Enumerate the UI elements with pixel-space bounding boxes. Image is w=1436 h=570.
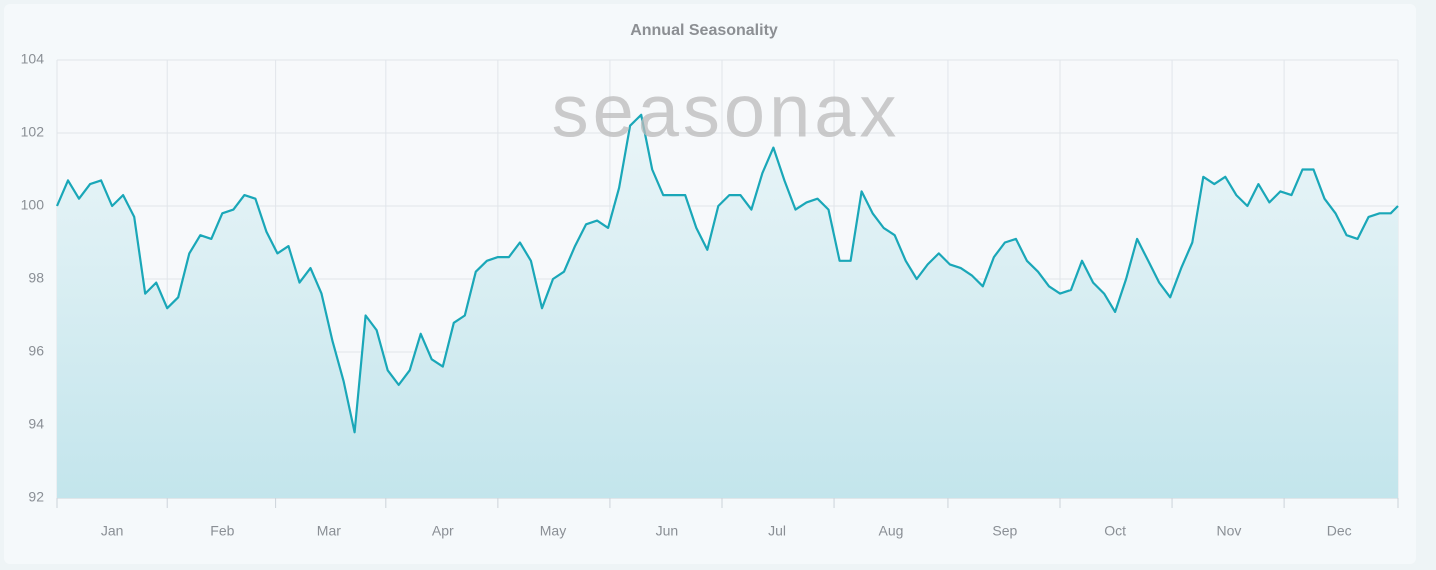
x-tick-label: Nov (1217, 523, 1242, 539)
y-tick-label: 96 (28, 343, 44, 359)
y-tick-label: 92 (28, 489, 44, 505)
x-tick-label: Sep (992, 523, 1017, 539)
y-tick-label: 100 (21, 197, 45, 213)
watermark: seasonax (552, 70, 901, 153)
x-tick-label: Jan (101, 523, 124, 539)
y-tick-label: 102 (21, 124, 45, 140)
x-tick-label: Dec (1327, 523, 1352, 539)
x-tick-label: Apr (432, 523, 454, 539)
x-tick-label: May (540, 523, 566, 539)
x-tick-label: Aug (879, 523, 904, 539)
x-tick-label: Mar (317, 523, 341, 539)
chart-title: Annual Seasonality (630, 22, 778, 39)
x-tick-label: Jun (656, 523, 679, 539)
x-tick-label: Jul (768, 523, 786, 539)
y-tick-label: 94 (28, 416, 44, 432)
y-tick-label: 104 (21, 51, 45, 67)
line (55, 113, 1399, 434)
x-tick-label: Oct (1104, 523, 1126, 539)
area (57, 114, 1398, 499)
y-tick-label: 98 (28, 270, 44, 286)
x-tick-label: Feb (210, 523, 234, 539)
